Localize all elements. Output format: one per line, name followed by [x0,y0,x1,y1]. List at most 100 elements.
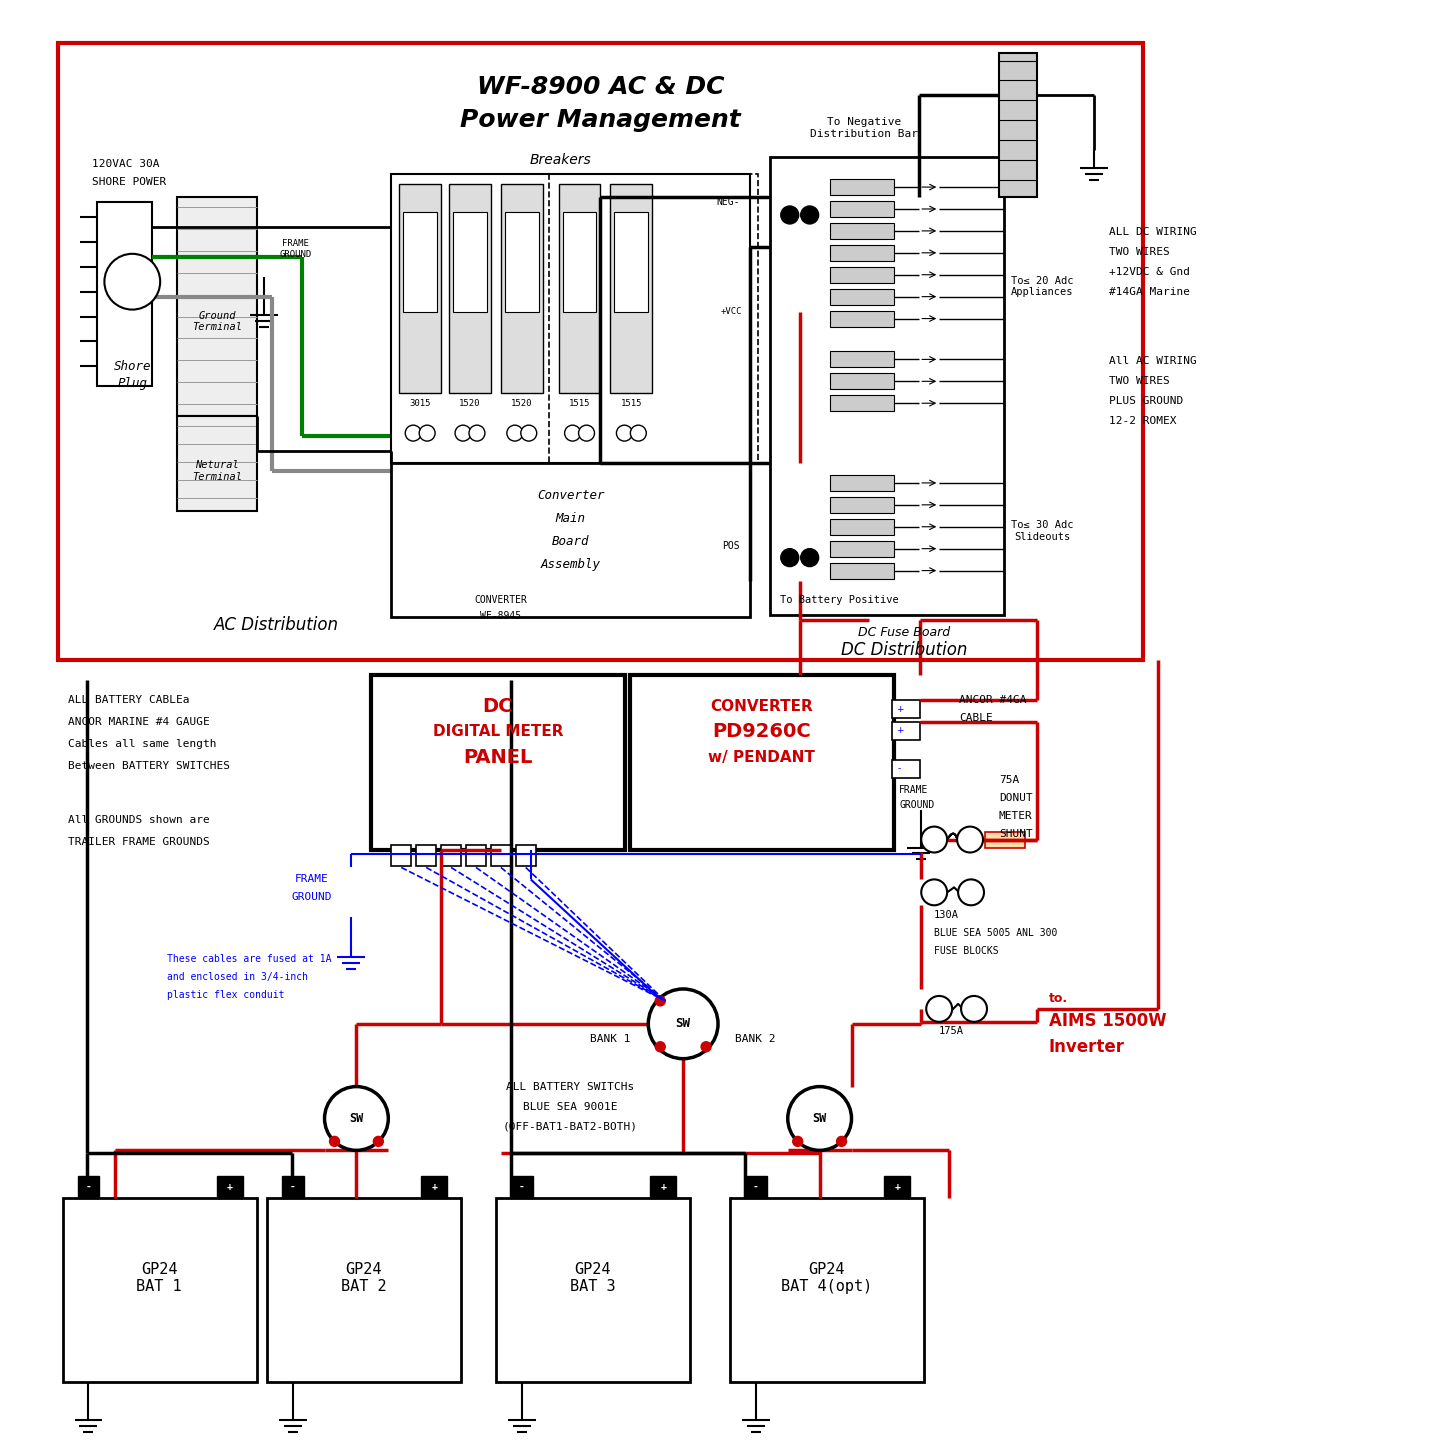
Text: and enclosed in 3/4-inch: and enclosed in 3/4-inch [167,972,308,982]
Bar [892,722,920,739]
Text: BLUE SEA 5005 ANL 300: BLUE SEA 5005 ANL 300 [934,928,1058,939]
Circle shape [801,549,818,566]
Bar [281,1177,303,1199]
Text: CONVERTER: CONVERTER [474,595,527,605]
Circle shape [958,879,984,905]
Text: FRAME: FRAME [295,875,328,884]
Text: NEG-: NEG- [717,196,740,206]
Text: GROUND: GROUND [900,800,934,810]
Bar [501,183,543,393]
Text: Converter: Converter [537,490,605,503]
Bar [392,175,750,464]
Bar [267,1199,461,1382]
Text: Breakers: Breakers [530,153,592,168]
Bar [448,183,490,393]
Circle shape [373,1136,383,1147]
Bar [830,310,894,326]
Text: Assembly: Assembly [541,559,601,572]
Circle shape [630,425,646,440]
Text: ALL BATTERY CABLEa: ALL BATTERY CABLEa [68,695,189,705]
Circle shape [781,206,798,224]
Circle shape [469,425,485,440]
Text: Power Management: Power Management [460,108,741,133]
Text: +: + [431,1183,437,1193]
Text: -: - [86,1183,91,1193]
Bar [403,212,437,312]
Bar [830,245,894,261]
Text: (OFF-BAT1-BAT2-BOTH): (OFF-BAT1-BAT2-BOTH) [503,1122,638,1132]
Circle shape [701,1041,711,1051]
Circle shape [958,826,982,852]
Text: -: - [753,1183,759,1193]
Text: TRAILER FRAME GROUNDS: TRAILER FRAME GROUNDS [68,836,209,846]
Bar [998,52,1037,196]
Bar [892,760,920,778]
Text: DIGITAL METER: DIGITAL METER [432,725,563,739]
Text: 12-2 ROMEX: 12-2 ROMEX [1109,416,1175,426]
Circle shape [781,549,798,566]
Text: SW: SW [813,1112,827,1125]
Text: POS: POS [723,540,740,550]
Text: GP24
BAT 1: GP24 BAT 1 [136,1262,181,1294]
Text: +: + [895,726,903,735]
Text: FUSE BLOCKS: FUSE BLOCKS [934,946,998,956]
Bar [399,183,441,393]
Text: Cables all same length: Cables all same length [68,739,216,749]
Circle shape [801,206,818,224]
Circle shape [656,996,665,1006]
Text: BLUE SEA 9001E: BLUE SEA 9001E [524,1102,618,1112]
Text: All AC WIRING: All AC WIRING [1109,357,1196,367]
Text: METER: METER [998,810,1033,820]
Text: +: + [895,705,903,713]
Text: To≤ 30 Adc
Slideouts: To≤ 30 Adc Slideouts [1011,520,1074,542]
Bar [466,845,486,866]
Bar [830,289,894,305]
Circle shape [921,879,948,905]
Text: BANK 2: BANK 2 [734,1034,775,1044]
Text: GP24
BAT 2: GP24 BAT 2 [341,1262,386,1294]
Text: PANEL: PANEL [463,748,533,767]
Bar [505,212,538,312]
Text: TWO WIRES: TWO WIRES [1109,247,1170,257]
Bar [830,475,894,491]
Text: SW: SW [350,1112,364,1125]
Text: Inverter: Inverter [1049,1038,1125,1056]
Bar [630,676,894,849]
Bar [515,845,535,866]
Text: Board: Board [551,536,589,549]
Circle shape [405,425,421,440]
Text: FRAME
GROUND: FRAME GROUND [280,240,312,258]
Bar [371,676,625,849]
Text: DC Fuse Board: DC Fuse Board [858,625,950,638]
Bar [177,196,257,416]
Text: +: + [894,1183,900,1193]
Text: +VCC: +VCC [721,308,741,316]
Bar [885,1177,910,1199]
Text: SHORE POWER: SHORE POWER [93,178,167,188]
Text: 1520: 1520 [459,399,480,407]
Bar [441,845,461,866]
Bar [453,212,488,312]
Text: To Battery Positive: To Battery Positive [781,595,900,605]
Bar [563,212,596,312]
Bar [830,201,894,217]
Text: CONVERTER: CONVERTER [711,699,813,713]
Bar [496,1199,691,1382]
Text: BANK 1: BANK 1 [591,1034,631,1044]
Circle shape [617,425,633,440]
Text: Main: Main [556,513,586,526]
Bar [892,700,920,718]
Text: 1520: 1520 [511,399,533,407]
Bar [421,1177,447,1199]
Bar [58,43,1143,660]
Circle shape [837,1136,846,1147]
Text: Shore: Shore [113,360,151,373]
Bar [830,351,894,367]
Bar [416,845,437,866]
Bar [218,1177,242,1199]
Text: Between BATTERY SWITCHES: Between BATTERY SWITCHES [68,761,229,771]
Text: w/ PENDANT: w/ PENDANT [708,751,815,765]
Text: GP24
BAT 3: GP24 BAT 3 [570,1262,615,1294]
Text: -: - [898,764,901,774]
Text: AIMS 1500W: AIMS 1500W [1049,1012,1167,1030]
